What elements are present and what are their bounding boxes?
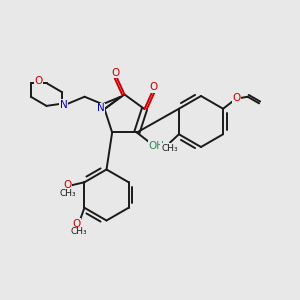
- Text: O: O: [64, 180, 72, 190]
- Text: CH₃: CH₃: [59, 189, 76, 198]
- Text: O: O: [34, 76, 43, 86]
- Text: CH₃: CH₃: [161, 144, 178, 152]
- Text: O: O: [149, 82, 157, 92]
- Text: N: N: [60, 100, 68, 110]
- Text: O: O: [112, 68, 120, 78]
- Text: O: O: [72, 219, 80, 229]
- Text: OH: OH: [148, 141, 164, 151]
- Text: N: N: [97, 103, 105, 113]
- Text: O: O: [232, 93, 240, 103]
- Text: CH₃: CH₃: [70, 227, 87, 236]
